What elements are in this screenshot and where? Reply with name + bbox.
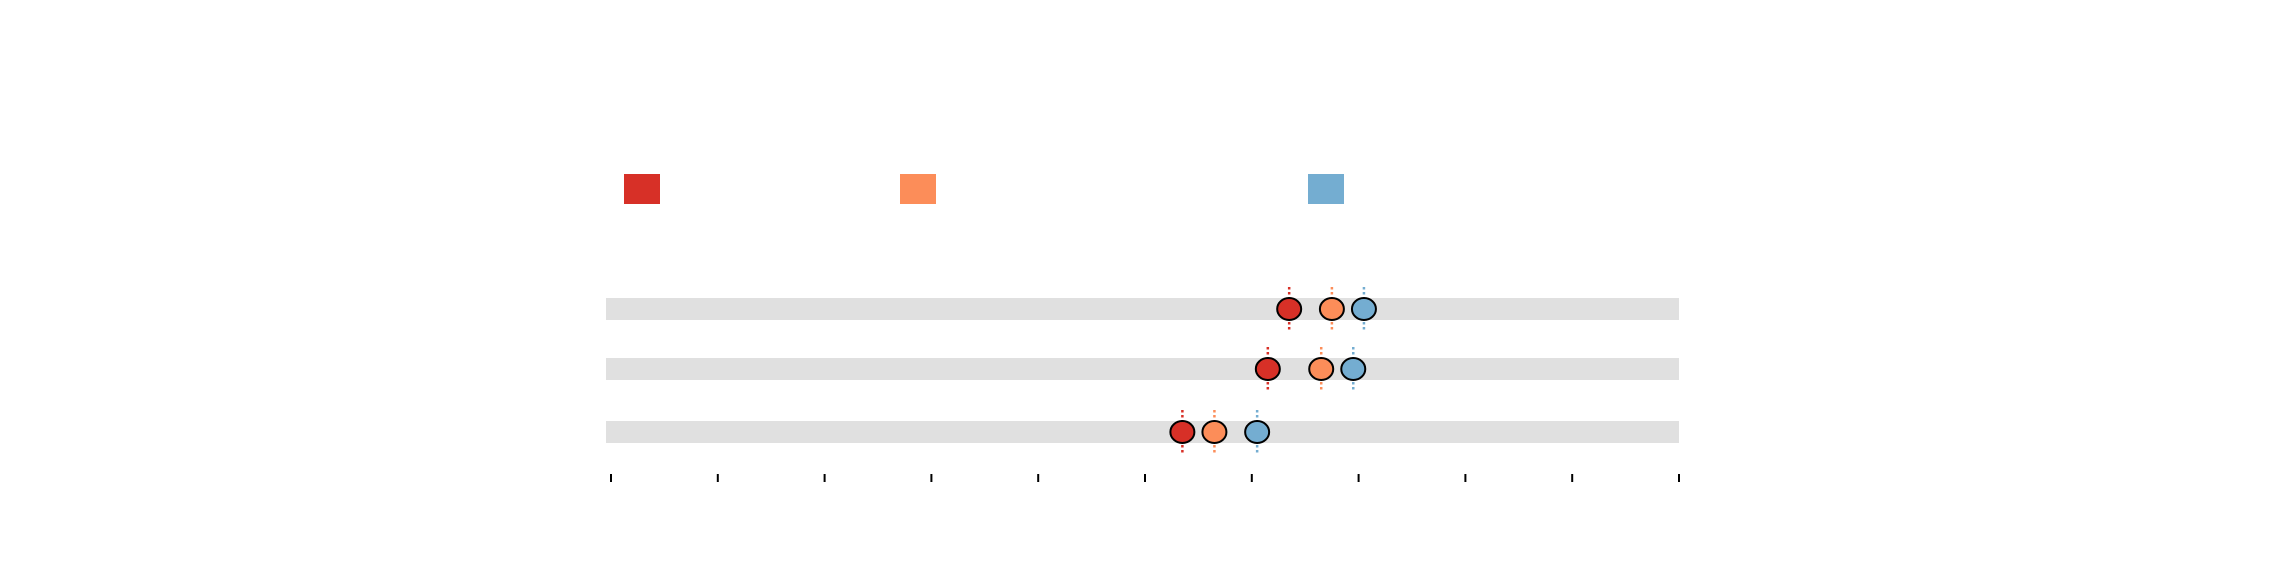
point-s2-r3: [1201, 420, 1228, 444]
point-s1-r3: [1169, 420, 1196, 444]
legend-swatch-2: [900, 174, 936, 204]
data-points: [1169, 287, 1377, 454]
x-axis: [610, 474, 1680, 482]
point-s1-r2: [1254, 357, 1281, 381]
row-bands: [606, 298, 1679, 443]
legend-swatch-1: [624, 174, 660, 204]
row-band-2: [606, 358, 1679, 380]
point-s3-r1: [1350, 297, 1377, 321]
legend: [624, 174, 1344, 204]
point-s3-r3: [1244, 420, 1271, 444]
point-s1-r1: [1276, 297, 1303, 321]
point-s3-r2: [1340, 357, 1367, 381]
point-s2-r1: [1318, 297, 1345, 321]
legend-swatch-3: [1308, 174, 1344, 204]
point-s2-r2: [1308, 357, 1335, 381]
row-band-1: [606, 298, 1679, 320]
row-band-3: [606, 421, 1679, 443]
